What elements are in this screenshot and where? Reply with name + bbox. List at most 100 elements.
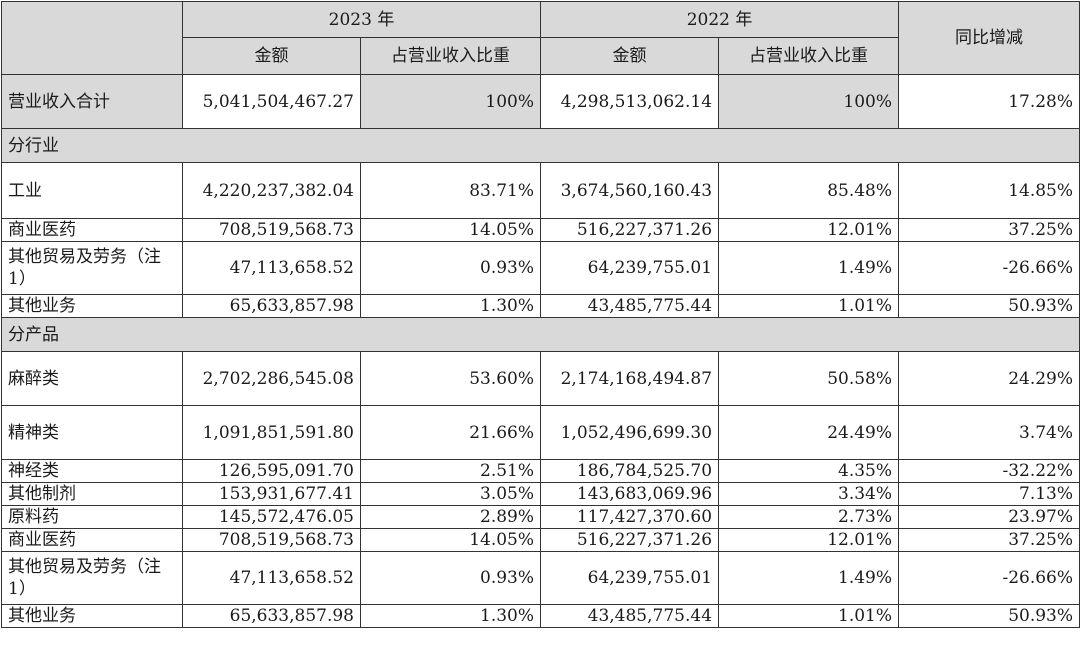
amount-2023: 65,633,857.98 xyxy=(182,294,361,318)
yoy: 50.93% xyxy=(898,294,1080,318)
amount-2023: 708,519,568.73 xyxy=(182,528,361,552)
share-2023: 2.89% xyxy=(359,505,542,529)
header-share-2022: 占营业收入比重 xyxy=(718,37,900,75)
share-2023: 14.05% xyxy=(359,218,542,242)
amount-2022: 64,239,755.01 xyxy=(540,241,720,295)
share-2022: 3.34% xyxy=(718,482,900,506)
table-row: 精神类 1,091,851,591.80 21.66% 1,052,496,699.3… xyxy=(1,405,1080,460)
table-row: 麻醉类 2,702,286,545.08 53.60% 2,174,168,494.8… xyxy=(1,351,1080,406)
table-row: 商业医药 708,519,568.73 14.05% 516,227,371.26 12… xyxy=(1,218,1080,242)
yoy: 24.29% xyxy=(898,351,1080,406)
row-label: 其他业务 xyxy=(1,294,183,318)
revenue-table-body: 2023 年 2022 年 同比增减 金额 占营业收入比重 金额 占营业收入比重… xyxy=(0,1,1080,628)
amount-2023: 708,519,568.73 xyxy=(182,218,361,242)
yoy: 37.25% xyxy=(898,218,1080,242)
row-label: 原料药 xyxy=(1,505,183,529)
share-2022: 2.73% xyxy=(718,505,900,529)
row-label: 精神类 xyxy=(1,405,183,460)
header-year-2022: 2022 年 xyxy=(540,1,900,38)
yoy: 37.25% xyxy=(898,528,1080,552)
table-row: 其他业务 65,633,857.98 1.30% 43,485,775.44 1.01%… xyxy=(1,294,1080,318)
amount-2022: 2,174,168,494.87 xyxy=(540,351,720,406)
row-label: 神经类 xyxy=(1,459,183,483)
row-label: 商业医药 xyxy=(1,528,183,552)
section-title: 分产品 xyxy=(0,317,1080,352)
share-2022: 24.49% xyxy=(718,405,900,460)
header-yoy: 同比增减 xyxy=(898,1,1080,75)
section-row: 分产品 xyxy=(0,317,1080,352)
share-2023: 53.60% xyxy=(359,351,542,406)
share-2023: 1.30% xyxy=(359,604,542,628)
header-amount-2023: 金额 xyxy=(182,37,361,75)
total-share-2023: 100% xyxy=(359,74,542,129)
row-label: 商业医药 xyxy=(1,218,183,242)
share-2022: 50.58% xyxy=(718,351,900,406)
share-2022: 1.01% xyxy=(718,604,900,628)
share-2022: 85.48% xyxy=(718,162,900,219)
row-label: 工业 xyxy=(1,162,183,219)
total-label: 营业收入合计 xyxy=(1,74,183,129)
yoy: 7.13% xyxy=(898,482,1080,506)
section-title: 分行业 xyxy=(0,128,1080,163)
share-2023: 0.93% xyxy=(359,551,542,605)
amount-2023: 65,633,857.98 xyxy=(182,604,361,628)
yoy: 14.85% xyxy=(898,162,1080,219)
table-row: 原料药 145,572,476.05 2.89% 117,427,370.60 2.73… xyxy=(1,505,1080,529)
amount-2022: 3,674,560,160.43 xyxy=(540,162,720,219)
share-2023: 1.30% xyxy=(359,294,542,318)
amount-2022: 516,227,371.26 xyxy=(540,528,720,552)
amount-2023: 153,931,677.41 xyxy=(182,482,361,506)
yoy: -32.22% xyxy=(898,459,1080,483)
amount-2023: 1,091,851,591.80 xyxy=(182,405,361,460)
amount-2022: 143,683,069.96 xyxy=(540,482,720,506)
total-amount-2022: 4,298,513,062.14 xyxy=(540,74,720,129)
row-label: 麻醉类 xyxy=(1,351,183,406)
total-share-2022: 100% xyxy=(718,74,900,129)
row-label: 其他贸易及劳务（注1） xyxy=(1,241,183,295)
yoy: -26.66% xyxy=(898,241,1080,295)
header-row-years: 2023 年 2022 年 同比增减 xyxy=(1,1,1080,75)
header-share-2023: 占营业收入比重 xyxy=(359,37,542,75)
table-row: 其他贸易及劳务（注1） 47,113,658.52 0.93% 64,239,755.… xyxy=(1,241,1080,295)
header-row-columns: 金额 占营业收入比重 金额 占营业收入比重 xyxy=(2,37,1080,75)
amount-2023: 126,595,091.70 xyxy=(182,459,361,483)
table-row: 神经类 126,595,091.70 2.51% 186,784,525.70 4.35… xyxy=(1,459,1080,483)
amount-2022: 43,485,775.44 xyxy=(540,604,720,628)
row-label: 其他贸易及劳务（注1） xyxy=(1,551,183,605)
table-row: 其他业务 65,633,857.98 1.30% 43,485,775.44 1.01%… xyxy=(1,604,1080,628)
yoy: -26.66% xyxy=(898,551,1080,605)
table-row: 其他贸易及劳务（注1） 47,113,658.52 0.93% 64,239,755.… xyxy=(1,551,1080,605)
amount-2022: 1,052,496,699.30 xyxy=(540,405,720,460)
table-row: 商业医药 708,519,568.73 14.05% 516,227,371.26 12… xyxy=(1,528,1080,552)
share-2023: 14.05% xyxy=(359,528,542,552)
table-row: 其他制剂 153,931,677.41 3.05% 143,683,069.96 3.3… xyxy=(1,482,1080,506)
amount-2023: 47,113,658.52 xyxy=(182,551,361,605)
share-2023: 0.93% xyxy=(359,241,542,295)
amount-2023: 47,113,658.52 xyxy=(182,241,361,295)
share-2023: 83.71% xyxy=(359,162,542,219)
section-row: 分行业 xyxy=(0,128,1080,163)
table-row: 工业 4,220,237,382.04 83.71% 3,674,560,160.43… xyxy=(1,162,1080,219)
amount-2022: 64,239,755.01 xyxy=(540,551,720,605)
row-label: 其他业务 xyxy=(1,604,183,628)
revenue-table: 2023 年 2022 年 同比增减 金额 占营业收入比重 金额 占营业收入比重… xyxy=(0,1,1080,628)
amount-2023: 2,702,286,545.08 xyxy=(182,351,361,406)
total-yoy: 17.28% xyxy=(898,74,1080,129)
amount-2022: 43,485,775.44 xyxy=(540,294,720,318)
amount-2022: 186,784,525.70 xyxy=(540,459,720,483)
header-corner-cell xyxy=(1,1,183,75)
yoy: 3.74% xyxy=(898,405,1080,460)
share-2023: 3.05% xyxy=(359,482,542,506)
header-year-2023: 2023 年 xyxy=(181,1,542,38)
share-2023: 2.51% xyxy=(359,459,542,483)
amount-2023: 4,220,237,382.04 xyxy=(182,162,361,219)
total-row: 营业收入合计 5,041,504,467.27 100% 4,298,513,0… xyxy=(1,74,1080,129)
header-amount-2022: 金额 xyxy=(540,37,720,75)
amount-2022: 516,227,371.26 xyxy=(540,218,720,242)
share-2022: 1.49% xyxy=(718,241,900,295)
amount-2023: 145,572,476.05 xyxy=(182,505,361,529)
yoy: 23.97% xyxy=(898,505,1080,529)
share-2022: 12.01% xyxy=(718,528,900,552)
share-2023: 21.66% xyxy=(359,405,542,460)
row-label: 其他制剂 xyxy=(1,482,183,506)
